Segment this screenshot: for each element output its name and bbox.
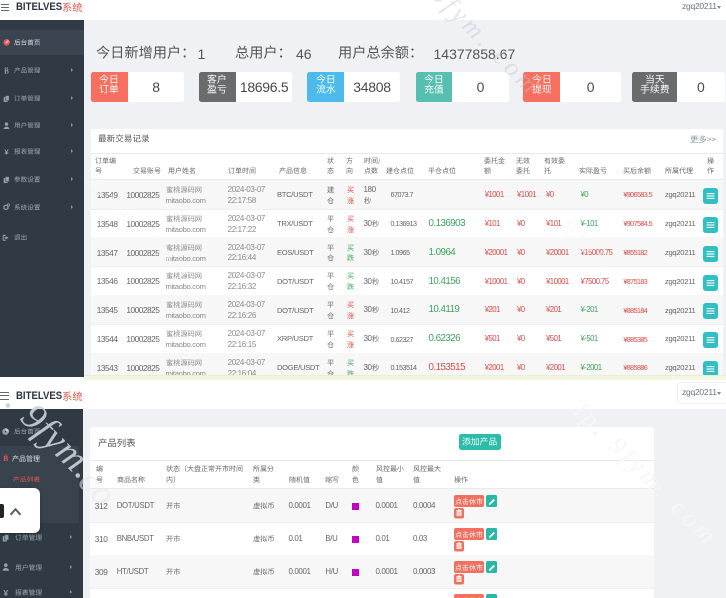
- svg-text:¥: ¥: [3, 589, 8, 597]
- svg-text:¥: ¥: [4, 148, 9, 156]
- svg-text:B: B: [4, 67, 9, 74]
- svg-text:B: B: [3, 454, 8, 463]
